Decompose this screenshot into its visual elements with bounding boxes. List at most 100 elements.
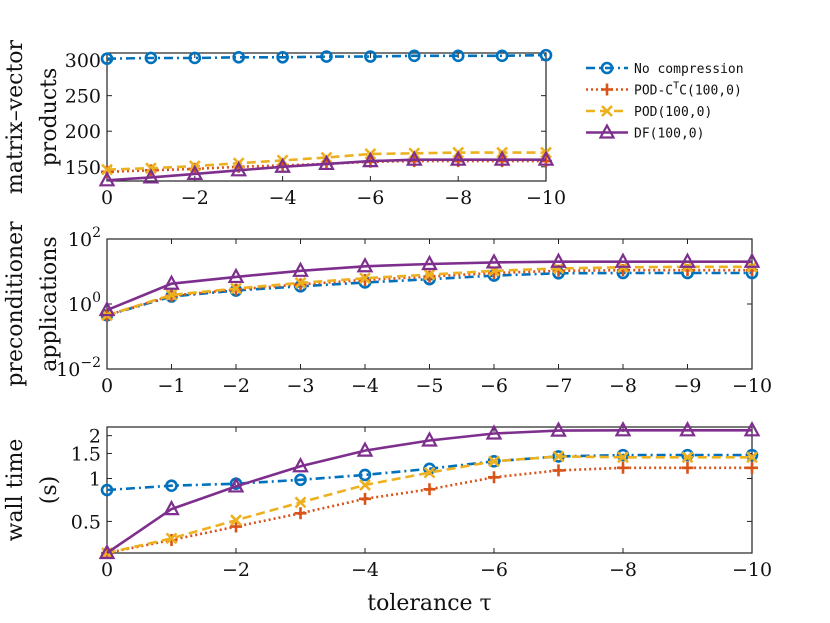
data-point-df: [679, 252, 696, 268]
legend-marker: [600, 61, 614, 75]
data-point-df: [743, 421, 761, 437]
data-point-pod: [488, 455, 500, 468]
data-point-df: [227, 267, 245, 284]
x-tick-label: −6: [480, 375, 508, 397]
y-tick-label: 1.5: [71, 443, 101, 465]
data-point-no_compression: [616, 448, 630, 462]
data-point-pod: [230, 514, 242, 527]
series-line-pod_ctc: [106, 466, 752, 555]
data-point-no_compression: [358, 468, 372, 482]
y-axis-label: wall time: [3, 439, 28, 542]
y-axis-label: applications: [37, 236, 62, 371]
series-line-pod: [106, 455, 752, 555]
data-point-df: [485, 424, 503, 440]
x-tick-label: −2: [181, 187, 209, 209]
data-point-pod: [101, 163, 113, 176]
x-tick-label: −9: [673, 375, 701, 397]
x-tick-label: −1: [157, 375, 185, 397]
data-point-pod: [423, 268, 436, 281]
data-point-no_compression: [165, 479, 178, 493]
data-point-df: [421, 431, 438, 447]
legend-item-pod: POD(100,0): [586, 105, 712, 120]
series-line-df: [106, 428, 752, 555]
data-point-df: [362, 151, 379, 168]
data-point-df: [142, 168, 160, 184]
data-point-df: [230, 161, 248, 177]
series-line-df: [106, 158, 546, 182]
legend-item-pod_ctc: POD-CTC(100,0): [586, 81, 742, 99]
data-point-pod_ctc: [488, 471, 500, 484]
data-point-df: [186, 164, 204, 180]
data-point-df: [318, 154, 335, 171]
series-df: [98, 150, 555, 187]
y-tick-label: 10−2: [56, 355, 101, 381]
x-tick-label: −2: [222, 375, 250, 397]
x-tick-label: −10: [732, 559, 772, 581]
y-tick-label: 102: [68, 225, 101, 251]
y-tick-label: 100: [68, 290, 101, 316]
data-point-df: [356, 256, 374, 273]
data-point-no_compression: [539, 48, 553, 62]
data-point-no_compression: [745, 448, 759, 462]
series-df: [98, 252, 761, 317]
series-pod: [101, 450, 758, 559]
data-point-pod_ctc: [423, 483, 436, 496]
data-point-pod: [552, 262, 565, 275]
data-point-pod_ctc: [359, 492, 371, 505]
data-point-no_compression: [681, 448, 694, 462]
data-point-pod: [230, 282, 242, 295]
x-tick-label: 0: [101, 559, 113, 581]
y-axis-label: products: [37, 68, 62, 167]
data-point-pod_ctc: [681, 461, 694, 474]
series-pod: [101, 260, 758, 322]
y-tick-label: 2: [89, 426, 101, 448]
data-point-df: [227, 477, 245, 493]
legend-label: POD(100,0): [634, 105, 712, 120]
x-axis-label: tolerance τ: [367, 591, 491, 616]
series-pod_ctc: [101, 461, 758, 559]
data-point-df: [163, 499, 180, 516]
data-point-df: [98, 300, 116, 317]
x-tick-label: −4: [351, 559, 379, 581]
data-point-no_compression: [451, 49, 465, 63]
data-point-pod: [681, 451, 694, 464]
data-point-no_compression: [100, 483, 114, 497]
series-line-pod: [106, 151, 546, 171]
data-point-df: [292, 456, 309, 473]
data-point-df: [292, 261, 309, 277]
legend-marker: [601, 83, 613, 96]
data-point-df: [449, 150, 467, 166]
data-point-pod_ctc: [617, 461, 629, 474]
data-point-no_compression: [144, 51, 158, 65]
data-point-no_compression: [232, 50, 245, 64]
data-point-df: [550, 421, 567, 437]
data-point-df: [405, 150, 423, 166]
panel-1: 0 −2 −4 −6 −8 −10 150 200 250 300 matrix–vector pro…: [3, 39, 566, 209]
data-point-df: [98, 170, 116, 187]
x-tick-label: −4: [351, 375, 379, 397]
data-point-pod: [294, 276, 307, 289]
data-point-df: [274, 157, 291, 173]
data-point-df: [356, 441, 374, 457]
x-tick-label: −3: [286, 375, 314, 397]
panel-3: 0 −2 −4 −6 −8 −10 0.5 1 1.52 wall time (s) toleranc…: [3, 421, 772, 616]
y-axis-label: preconditioner: [3, 221, 28, 387]
data-point-df: [163, 274, 180, 290]
data-point-no_compression: [276, 50, 289, 64]
data-point-pod: [165, 532, 178, 545]
panel-2: 0 −1 −2 −3 −4 −5 −6 −7 −8 −9 −10 10−2 100 102 precondi…: [3, 221, 772, 397]
data-point-df: [614, 421, 632, 437]
x-tick-label: −8: [444, 187, 472, 209]
y-tick-label: 250: [65, 86, 101, 108]
x-tick-label: −7: [544, 375, 572, 397]
x-tick-label: −4: [269, 187, 297, 209]
y-axis-label: matrix–vector: [3, 39, 28, 194]
x-tick-label: −8: [609, 375, 637, 397]
data-point-pod_ctc: [294, 507, 307, 520]
data-point-df: [421, 254, 438, 271]
data-point-df: [743, 252, 761, 268]
axes-box: [106, 52, 547, 182]
legend-marker: [598, 123, 616, 139]
data-point-pod_ctc: [423, 270, 436, 283]
